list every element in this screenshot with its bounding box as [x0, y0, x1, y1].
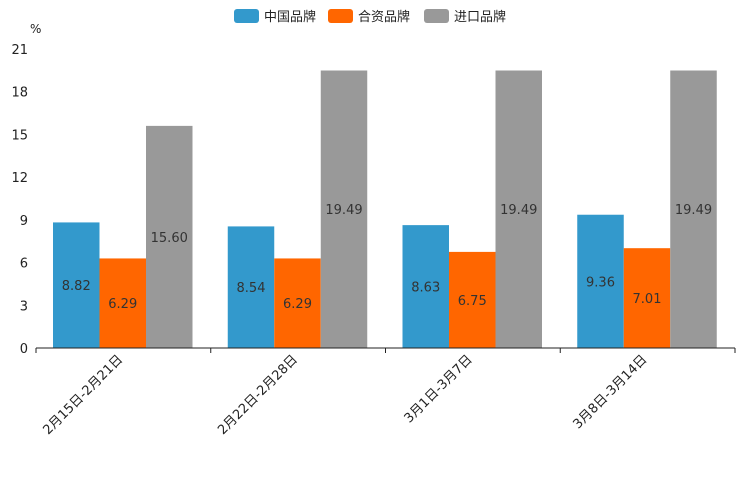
data-label-series1-cat4: 9.36 — [586, 275, 615, 290]
data-label-series2-cat4: 7.01 — [633, 292, 662, 307]
bar-series3-cat4 — [670, 70, 717, 349]
data-labels: 8.82 6.29 15.60 8.54 6.29 19.49 8.63 6.75 19.49 9… — [62, 203, 712, 312]
legend-swatch-3 — [424, 9, 449, 23]
legend: 中国品牌 合资品牌 进口品牌 — [234, 9, 506, 25]
y-tick-label: 3 — [20, 299, 28, 314]
legend-swatch-2 — [328, 9, 353, 23]
bar-series2-cat1 — [99, 258, 146, 348]
legend-label-1: 中国品牌 — [264, 9, 316, 25]
x-tick-label: 2月22日-2月28日 — [215, 352, 301, 438]
x-tick-label: 2月15日-2月21日 — [40, 352, 126, 438]
y-tick-label: 15 — [11, 128, 28, 143]
bar-series2-cat4 — [623, 248, 671, 348]
data-label-series1-cat3: 8.63 — [411, 281, 440, 296]
y-tick-label: 0 — [20, 342, 28, 357]
data-label-series3-cat4: 19.49 — [675, 203, 712, 218]
legend-swatch-1 — [234, 9, 259, 23]
data-label-series2-cat3: 6.75 — [458, 294, 487, 309]
data-label-series3-cat3: 19.49 — [500, 203, 537, 218]
bar-series1-cat3 — [402, 225, 449, 348]
bar-series1-cat1 — [53, 222, 100, 348]
bar-series3-cat3 — [495, 70, 542, 349]
y-tick-label: 6 — [20, 257, 28, 272]
y-axis-ticks: 0 3 6 9 12 15 18 21 — [11, 43, 28, 357]
bar-series2-cat2 — [274, 258, 321, 348]
data-label-series2-cat1: 6.29 — [108, 297, 137, 312]
x-axis-ticks: 2月15日-2月21日 2月22日-2月28日 3月1日-3月7日 3月8日-3月14… — [35, 348, 736, 438]
bar-series2-cat3 — [449, 251, 496, 348]
y-axis-unit-label: % — [30, 22, 41, 36]
data-label-series3-cat1: 15.60 — [151, 231, 188, 246]
data-label-series3-cat2: 19.49 — [325, 203, 362, 218]
data-label-series1-cat2: 8.54 — [237, 281, 266, 296]
legend-label-2: 合资品牌 — [358, 9, 410, 25]
y-tick-label: 9 — [20, 214, 28, 229]
x-tick-label: 3月1日-3月7日 — [402, 352, 476, 426]
data-label-series2-cat2: 6.29 — [283, 297, 312, 312]
y-tick-label: 21 — [11, 43, 28, 58]
y-tick-label: 12 — [11, 171, 28, 186]
y-tick-label: 18 — [11, 86, 28, 101]
data-label-series1-cat1: 8.82 — [62, 279, 91, 294]
bar-series1-cat2 — [227, 226, 275, 348]
bar-series1-cat4 — [577, 214, 624, 348]
x-tick-label: 3月8日-3月14日 — [571, 352, 651, 432]
bar-series3-cat1 — [146, 125, 193, 348]
legend-label-3: 进口品牌 — [454, 9, 506, 25]
bar-series3-cat2 — [320, 70, 368, 349]
bars — [53, 70, 717, 349]
